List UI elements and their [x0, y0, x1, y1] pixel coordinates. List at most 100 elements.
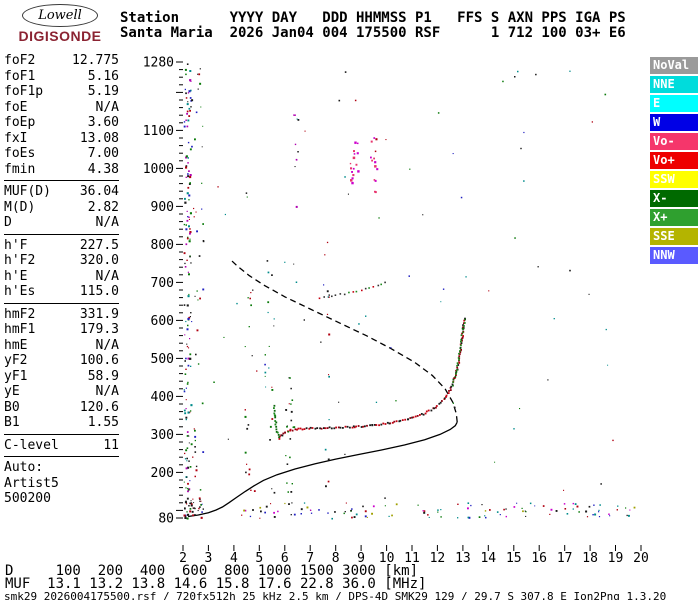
param-label: yF2: [4, 353, 28, 368]
second-hop-trace: [318, 297, 321, 300]
noise-echo: [327, 296, 329, 298]
noise-echo: [535, 73, 537, 76]
noise-echo: [358, 323, 360, 325]
noise-echo: [190, 443, 193, 446]
noise-echo: [327, 458, 330, 461]
noise-echo: [184, 373, 187, 375]
noise-echo: [599, 504, 601, 506]
noise-echo: [437, 509, 439, 511]
noise-echo: [202, 240, 205, 242]
param-label: B0: [4, 399, 20, 415]
noise-echo: [196, 329, 199, 332]
noise-echo: [293, 426, 296, 429]
noise-echo: [408, 275, 410, 277]
f-trace-o-mode: [414, 415, 417, 418]
noise-echo: [185, 387, 187, 389]
noise-echo: [310, 512, 313, 514]
noise-echo: [550, 508, 553, 511]
divider: [4, 433, 119, 435]
noise-echo: [266, 260, 269, 262]
f-trace-o-mode: [450, 385, 453, 388]
noise-echo: [327, 480, 330, 483]
noise-echo: [374, 150, 377, 153]
x-axis-label: 19: [608, 551, 624, 566]
noise-echo: [513, 428, 515, 430]
param-label: h'E: [4, 268, 28, 284]
noise-echo: [440, 516, 442, 518]
noise-echo: [364, 515, 367, 518]
noise-echo: [191, 321, 193, 323]
noise-echo: [457, 517, 459, 519]
noise-echo: [200, 504, 202, 506]
f-trace-x-mode: [455, 371, 458, 373]
f-trace-o-mode: [342, 427, 344, 429]
x-axis-label: 12: [430, 551, 446, 566]
f-trace-x-mode: [452, 384, 454, 387]
noise-echo: [352, 156, 356, 160]
noise-echo: [633, 506, 636, 509]
lowell-digisonde-logo: Lowell DIGISONDE: [4, 4, 116, 44]
noise-echo: [328, 333, 331, 336]
noise-echo: [442, 288, 445, 290]
f-trace-o-mode: [364, 425, 366, 428]
f-trace-o-mode: [458, 355, 461, 358]
f-trace-o-mode: [369, 424, 371, 427]
noise-echo: [566, 513, 569, 515]
noise-echo: [294, 166, 296, 168]
noise-echo: [187, 381, 189, 384]
noise-echo: [422, 214, 424, 216]
f-trace-o-mode: [281, 434, 284, 437]
noise-echo: [364, 510, 367, 513]
noise-echo: [273, 318, 275, 320]
noise-echo: [189, 174, 192, 177]
noise-echo: [188, 115, 191, 117]
noise-echo: [194, 514, 196, 516]
noise-echo: [190, 80, 192, 82]
header-line1: Station YYYY DAY DDD HHMMSS P1 FFS S AXN…: [120, 10, 626, 26]
noise-echo: [372, 505, 375, 508]
noise-echo: [253, 490, 256, 492]
noise-echo: [191, 99, 194, 102]
noise-echo: [437, 112, 440, 114]
noise-echo: [187, 186, 190, 189]
legend-item-e: E: [650, 95, 698, 112]
logo-oval: Lowell: [22, 4, 98, 27]
noise-echo: [617, 505, 619, 507]
noise-echo: [273, 511, 275, 514]
param-label: h'Es: [4, 284, 36, 299]
noise-echo: [292, 426, 294, 428]
y-axis-label: 1100: [143, 124, 174, 139]
noise-echo: [525, 515, 527, 517]
f-trace-x-mode: [273, 407, 275, 409]
noise-echo: [428, 516, 430, 518]
noise-echo: [371, 159, 373, 162]
noise-echo: [189, 89, 192, 92]
noise-echo: [563, 489, 565, 491]
legend-item-sse: SSE: [650, 228, 698, 245]
x-axis-label: 13: [455, 551, 471, 566]
x-axis-label: 18: [582, 551, 598, 566]
param-value: 58.9: [87, 368, 119, 384]
noise-echo: [246, 427, 249, 430]
noise-echo: [423, 510, 426, 512]
noise-echo: [588, 293, 590, 295]
f-trace-x-mode: [275, 425, 278, 428]
noise-echo: [324, 254, 326, 256]
f-trace-o-mode: [375, 424, 378, 426]
noise-echo: [202, 508, 204, 510]
noise-echo: [519, 408, 521, 410]
noise-echo: [287, 491, 289, 493]
param-row: h'E N/A: [4, 269, 119, 285]
noise-echo: [523, 180, 525, 182]
noise-echo: [185, 449, 188, 452]
f-trace-o-mode: [371, 424, 374, 426]
f-trace-o-mode: [438, 402, 441, 405]
f-trace-o-mode: [289, 429, 291, 432]
noise-echo: [290, 410, 293, 413]
noise-echo: [199, 297, 201, 300]
param-value: N/A: [95, 99, 119, 115]
noise-echo: [503, 508, 505, 511]
param-value: 120.6: [79, 399, 119, 415]
noise-echo: [395, 400, 397, 402]
noise-echo: [187, 317, 190, 321]
